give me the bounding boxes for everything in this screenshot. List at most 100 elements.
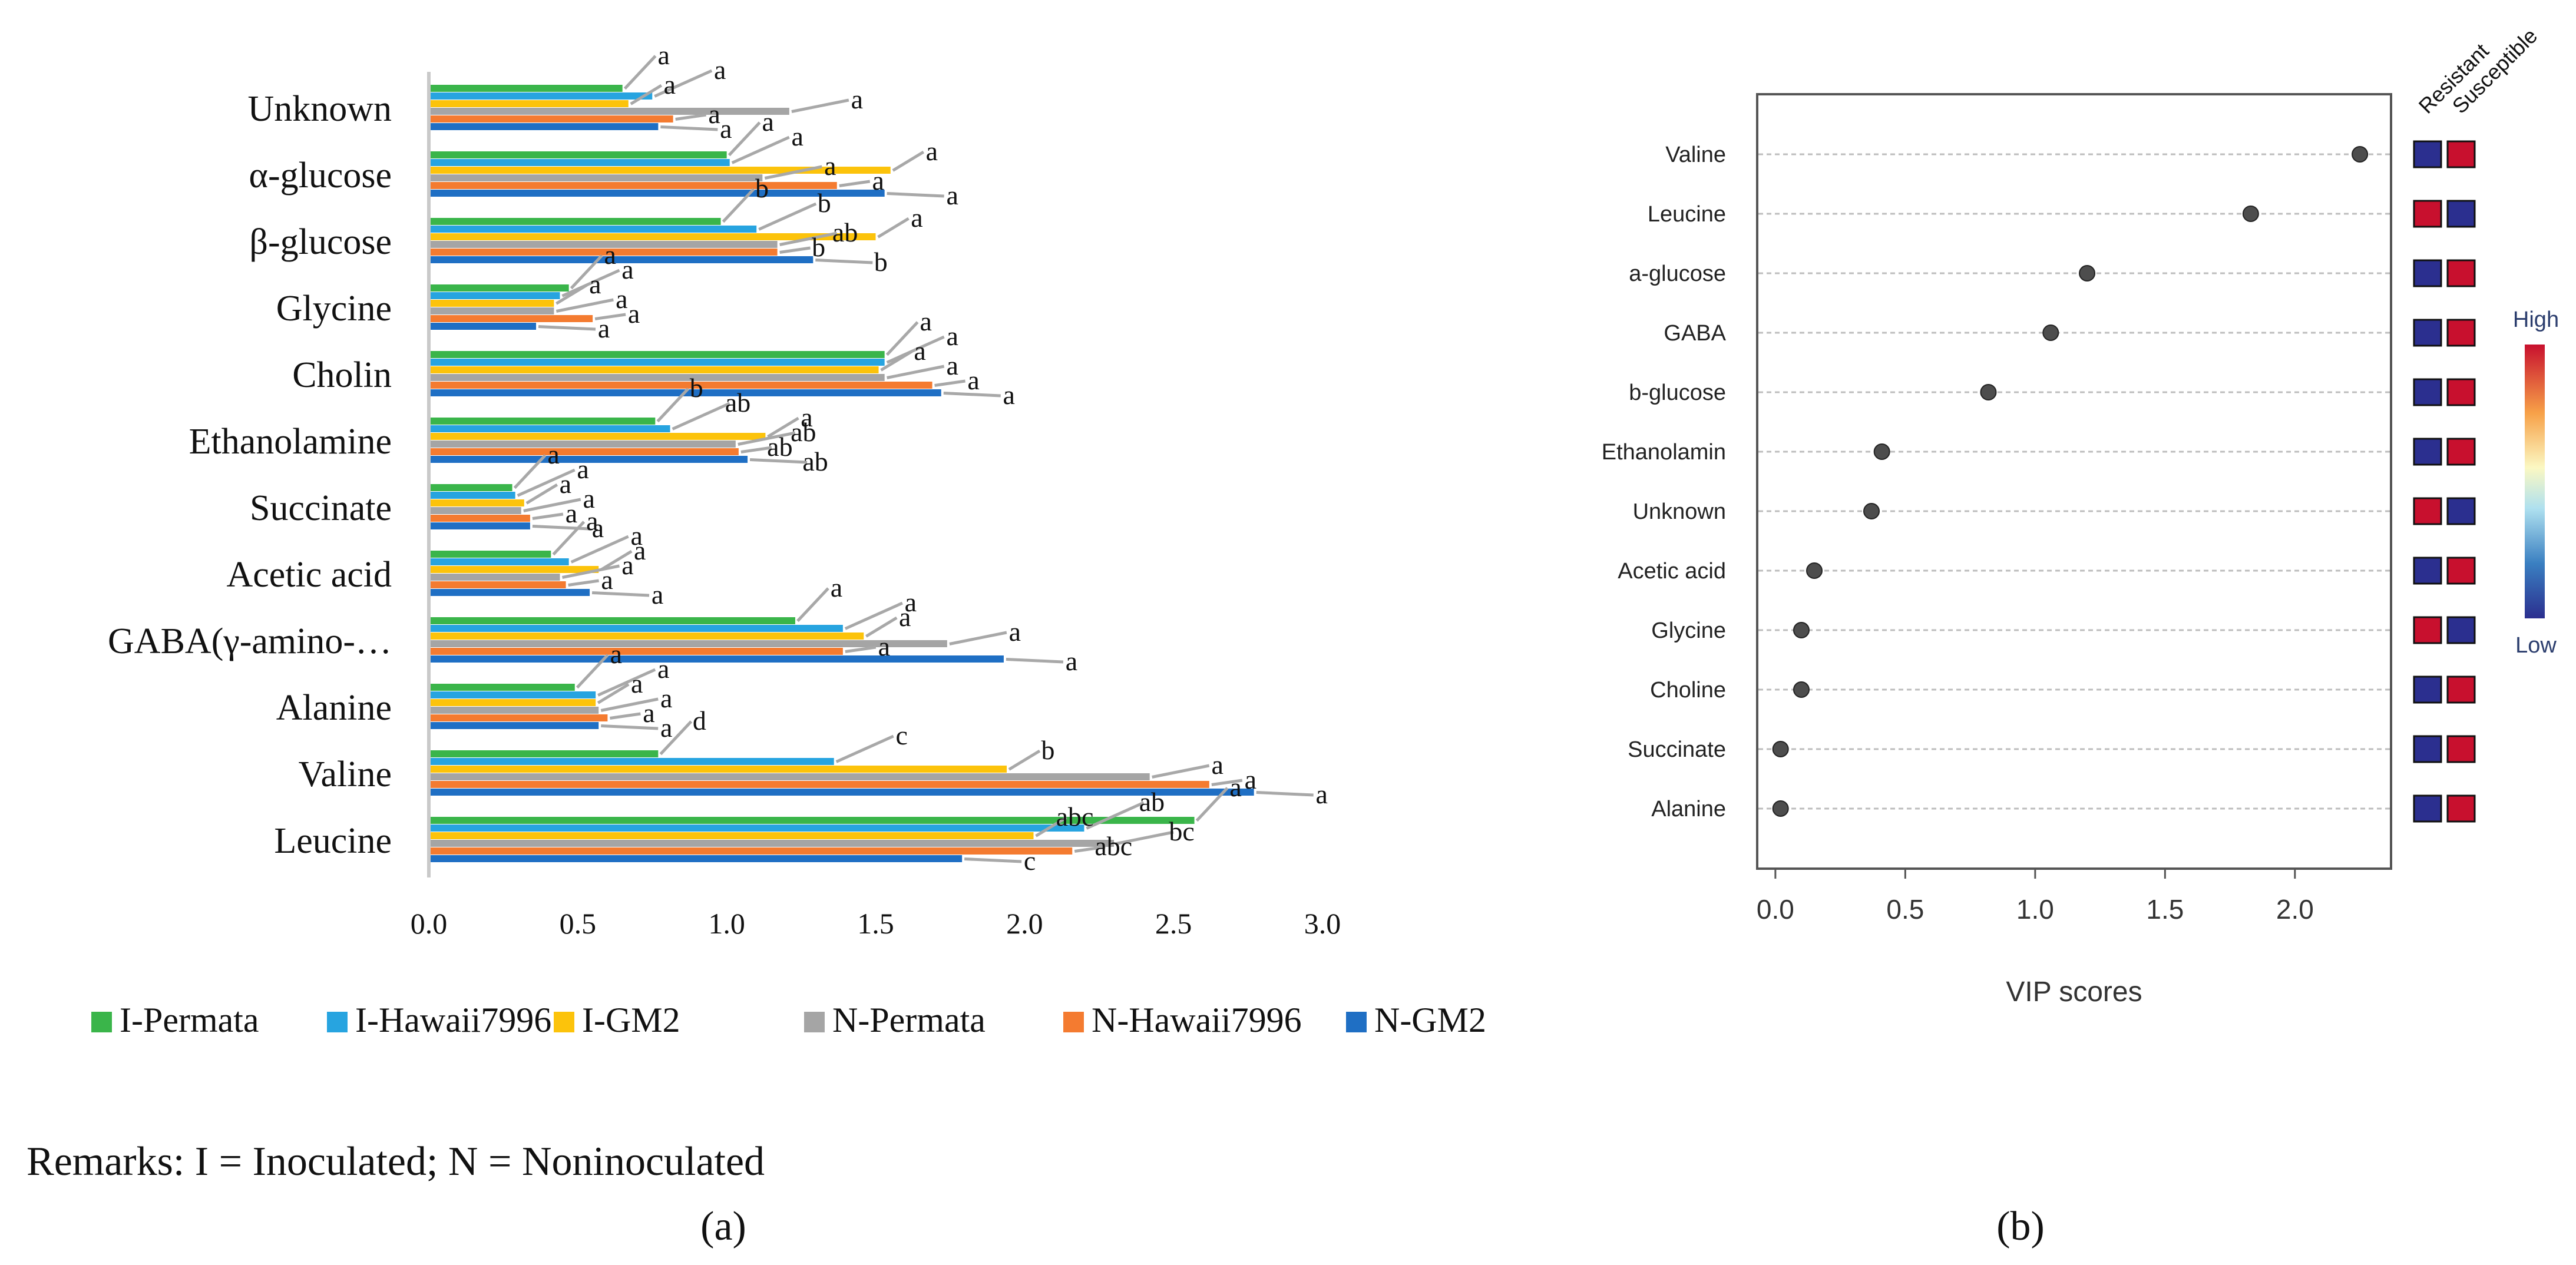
a-letter-leader-line	[630, 84, 663, 105]
a-significance-letter: a	[628, 299, 640, 329]
a-bar-permata-n	[429, 574, 560, 581]
a-significance-letter: a	[660, 683, 672, 713]
a-letter-leader-line	[835, 734, 894, 763]
a-bar-gm2-n	[429, 855, 963, 862]
a-letter-leader-line	[839, 180, 871, 187]
a-bar-permata-n	[429, 241, 778, 248]
a-significance-letter: a	[831, 572, 842, 602]
a-significance-letter: a	[878, 631, 890, 661]
a-x-tick-label: 2.0	[1006, 907, 1043, 940]
b-heatmap-cell	[2413, 259, 2442, 287]
a-significance-letter: b	[874, 247, 888, 277]
b-vip-point	[1873, 443, 1890, 460]
b-category-labels-layer: Valine Leucine a-glucose GABA b-glucose Ethan…	[1602, 143, 1727, 822]
a-letter-leader-line	[525, 483, 558, 505]
a-legend-swatch-hawaii-i	[327, 1012, 348, 1032]
a-bar-hawaii-n	[429, 847, 1073, 855]
a-bar-hawaii-n	[429, 448, 739, 455]
a-significance-letter: a	[926, 136, 938, 166]
a-significance-letter: b	[818, 188, 831, 218]
a-significance-letter: a	[905, 587, 917, 617]
a-bar-gm2-n	[429, 123, 659, 130]
a-significance-letter: a	[911, 203, 922, 233]
b-vip-point	[1772, 800, 1789, 817]
a-bar-hawaii-n	[429, 182, 837, 189]
a-letter-leader-line	[764, 165, 822, 180]
a-bar-permata-i	[429, 817, 1195, 824]
a-bar-permata-i	[429, 218, 721, 225]
a-category-label: Cholin	[292, 355, 392, 395]
a-bar-gm2-n	[429, 456, 748, 463]
a-bar-permata-i	[429, 351, 885, 358]
a-significance-letter: a	[824, 151, 836, 181]
a-legend-swatch-permata-n	[804, 1012, 825, 1032]
a-x-tick-label: 0.5	[560, 907, 597, 940]
a-letter-leader-line	[844, 601, 903, 630]
a-significance-letter: a	[1229, 772, 1241, 802]
a-letter-leader-line	[1195, 787, 1229, 822]
a-bar-gm2-n	[429, 323, 537, 330]
a-bar-gm2-i	[429, 233, 876, 240]
a-letter-leader-line	[738, 431, 796, 446]
a-bar-hawaii-i	[429, 558, 569, 565]
a-bar-gm2-i	[429, 766, 1007, 773]
a-x-tick-label: 0.0	[411, 907, 448, 940]
a-significance-letter: a	[946, 350, 958, 380]
a-letter-leader-line	[1008, 749, 1041, 771]
b-category-label: Glycine	[1651, 618, 1726, 643]
a-letter-leader-line	[949, 631, 1007, 645]
a-letter-leader-line	[601, 724, 659, 730]
b-vip-point	[2079, 265, 2096, 282]
a-significance-letter: a	[630, 521, 642, 551]
a-letter-leader-line	[943, 392, 1001, 398]
a-bar-hawaii-i	[429, 492, 515, 499]
b-heatmap-cell	[2446, 200, 2476, 228]
a-letter-leader-line	[934, 379, 965, 387]
a-significance-letter: a	[604, 240, 616, 270]
a-bar-hawaii-i	[429, 226, 757, 233]
b-heatmap-cell	[2413, 616, 2442, 644]
b-heatmap-cell	[2446, 140, 2476, 168]
a-bar-permata-n	[429, 507, 521, 514]
b-x-ticks-layer: 0.0 0.5 1.0 1.5 2.0	[1757, 869, 2314, 925]
a-letter-leader-line	[728, 121, 761, 157]
a-x-tick-label: 3.0	[1304, 907, 1341, 940]
a-letter-leader-line	[845, 645, 877, 653]
a-leader-lines-layer	[513, 55, 1314, 863]
a-letter-leader-line	[597, 683, 630, 704]
b-vip-point	[1980, 384, 1997, 400]
a-bar-gm2-i	[429, 632, 864, 640]
a-significance-letter: b	[755, 173, 769, 203]
a-significance-letter: a	[967, 365, 979, 395]
b-heatmap-cell	[2446, 259, 2476, 287]
a-letter-leader-line	[570, 254, 603, 290]
a-bar-hawaii-i	[429, 425, 670, 432]
b-category-label: GABA	[1664, 321, 1726, 346]
a-legend-label-hawaii-i: I-Hawaii7996	[355, 1001, 551, 1039]
a-x-tick-label: 1.0	[708, 907, 745, 940]
a-letter-leader-line	[517, 468, 576, 497]
a-bar-hawaii-i	[429, 625, 843, 632]
a-significance-letter: abc	[1056, 802, 1094, 832]
b-category-label: Leucine	[1648, 202, 1726, 227]
b-vip-point	[2242, 206, 2259, 222]
a-letter-leader-line	[791, 98, 849, 113]
b-category-label: Succinate	[1628, 737, 1726, 762]
a-letter-leader-line	[885, 321, 919, 356]
a-significance-letter: ab	[791, 417, 816, 447]
a-significance-letter: d	[693, 706, 706, 736]
a-significance-letter: a	[714, 55, 726, 85]
a-significance-letter: b	[812, 232, 825, 262]
a-letter-leader-line	[865, 616, 898, 638]
a-letter-leader-line	[722, 188, 755, 223]
a-category-label: GABA(γ-amino-…	[108, 621, 392, 661]
a-letter-leader-line	[1211, 779, 1243, 786]
a-significance-letter: a	[583, 484, 595, 514]
a-letter-leader-line	[568, 579, 599, 587]
a-significance-letter: a	[1315, 779, 1327, 809]
a-letter-leader-line	[1035, 816, 1067, 837]
a-letter-leader-line	[561, 269, 620, 297]
a-letter-leader-line	[887, 365, 945, 379]
a-letter-leader-line	[877, 217, 910, 239]
